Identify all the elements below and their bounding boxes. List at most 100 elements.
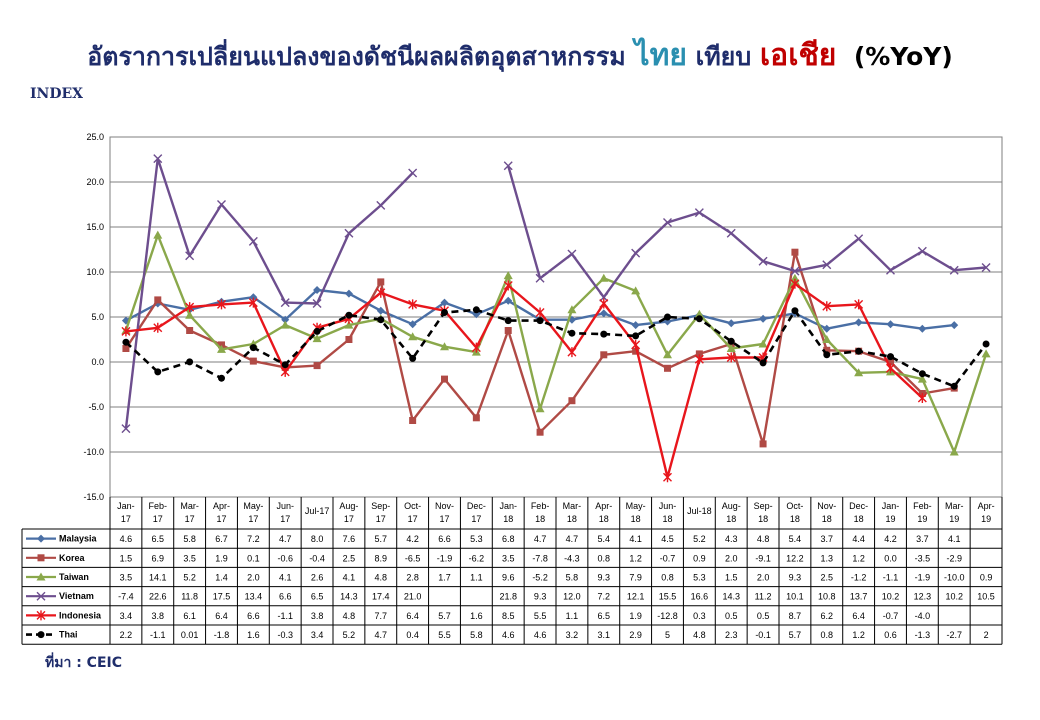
table-cell-malaysia: 4.1 (948, 534, 961, 544)
data-point-taiwan (726, 344, 736, 352)
data-point-taiwan (949, 447, 959, 456)
data-point-korea (887, 358, 894, 366)
table-cell-thai: 5.5 (438, 630, 451, 640)
table-cell-korea: 0.1 (247, 553, 260, 563)
table-cell-taiwan: 2.8 (406, 573, 419, 583)
data-point-korea (345, 336, 353, 343)
table-cell-korea: 2.0 (725, 553, 738, 563)
y-tick-label: -15.0 (83, 492, 104, 502)
data-point-korea (186, 327, 194, 334)
table-cell-malaysia: 4.6 (120, 534, 133, 544)
table-cell-thai: -1.8 (214, 630, 230, 640)
table-cell-taiwan: 2.0 (247, 573, 260, 583)
table-cell-taiwan: 2.6 (311, 573, 324, 583)
data-point-vietnam (567, 249, 577, 259)
y-tick-label: 20.0 (86, 177, 104, 187)
x-category-label: 17 (248, 514, 258, 524)
x-category-label: Sep- (371, 501, 390, 511)
table-cell-taiwan: 5.8 (566, 573, 579, 583)
x-category-label: 19 (981, 514, 991, 524)
data-point-vietnam (248, 236, 258, 246)
table-cell-malaysia: 7.2 (247, 534, 260, 544)
table-cell-malaysia: 4.2 (406, 534, 419, 544)
data-point-thai (695, 315, 703, 323)
table-cell-korea: 6.9 (152, 553, 165, 563)
x-category-label: Mar- (180, 501, 199, 511)
data-point-thai (536, 317, 544, 325)
table-cell-korea: 8.9 (375, 553, 388, 563)
table-cell-korea: 1.5 (120, 553, 133, 563)
table-cell-korea: -3.5 (915, 553, 931, 563)
data-point-malaysia (727, 319, 736, 328)
table-cell-malaysia: 5.7 (375, 534, 388, 544)
table-cell-korea: -0.6 (277, 553, 293, 563)
x-category-label: 18 (662, 514, 672, 524)
table-cell-thai: 3.4 (311, 630, 324, 640)
table-cell-korea: -0.7 (660, 553, 676, 563)
table-cell-thai: 2.9 (629, 630, 642, 640)
table-cell-taiwan: 2.5 (821, 573, 834, 583)
title-thai: ไทย (634, 38, 687, 73)
table-cell-korea: -1.9 (437, 553, 453, 563)
table-cell-vietnam: 13.4 (245, 592, 263, 602)
x-category-label: Nov- (817, 501, 836, 511)
data-point-thai (441, 309, 448, 316)
data-point-vietnam (694, 208, 704, 218)
table-cell-indonesia: 6.4 (852, 611, 865, 621)
table-cell-thai: 2 (984, 630, 989, 640)
data-point-malaysia (759, 314, 768, 323)
data-point-vietnam (631, 248, 641, 258)
data-point-taiwan (917, 374, 927, 383)
table-cell-taiwan: 9.6 (502, 573, 515, 583)
table-cell-vietnam: 17.4 (372, 592, 390, 602)
x-category-label: Jan- (882, 501, 900, 511)
table-cell-vietnam: 10.2 (945, 592, 963, 602)
table-cell-malaysia: 5.2 (693, 534, 706, 544)
data-point-malaysia (631, 321, 640, 330)
x-category-label: May- (626, 501, 646, 511)
table-cell-taiwan: 9.3 (789, 573, 802, 583)
data-point-thai (186, 358, 194, 366)
x-category-label: Mar- (945, 501, 964, 511)
data-point-thai (664, 313, 671, 321)
table-cell-thai: 1.6 (247, 630, 260, 640)
table-cell-thai: -2.7 (946, 630, 962, 640)
data-point-taiwan (440, 342, 449, 351)
legend-marker-vietnam (36, 591, 46, 601)
table-cell-korea: -6.5 (405, 553, 421, 563)
table-cell-malaysia: 8.0 (311, 534, 324, 544)
data-point-taiwan (185, 310, 195, 319)
table-cell-taiwan: 14.1 (149, 573, 167, 583)
x-category-label: Apr- (213, 501, 230, 511)
data-point-indonesia (631, 339, 641, 350)
table-cell-malaysia: 5.4 (598, 534, 611, 544)
data-point-vietnam (663, 218, 672, 227)
legend-marker-indonesia (36, 610, 46, 621)
x-category-label: Apr- (595, 501, 612, 511)
table-cell-indonesia: 1.1 (566, 611, 579, 621)
table-cell-indonesia: -1.1 (277, 611, 293, 621)
table-cell-vietnam: 16.6 (691, 592, 709, 602)
x-category-label: 18 (854, 514, 864, 524)
x-category-label: 18 (631, 514, 641, 524)
legend-marker-thai (37, 631, 45, 639)
data-point-malaysia (249, 293, 258, 302)
data-point-thai (855, 347, 863, 355)
data-point-indonesia (217, 299, 226, 310)
table-cell-taiwan: 0.8 (661, 573, 674, 583)
data-point-korea (313, 362, 321, 370)
y-axis-unit-label: INDEX (30, 86, 84, 102)
table-cell-korea: -0.4 (309, 553, 325, 563)
data-point-korea (154, 296, 162, 304)
x-category-label: Jun- (659, 501, 677, 511)
table-cell-vietnam: 11.2 (755, 592, 772, 602)
data-point-indonesia (726, 352, 736, 363)
x-category-label: 18 (567, 514, 577, 524)
table-cell-malaysia: 6.5 (152, 534, 165, 544)
data-point-taiwan (312, 334, 322, 343)
table-cell-korea: 1.3 (821, 553, 834, 563)
table-cell-indonesia: 0.5 (757, 611, 770, 621)
x-category-label: 18 (503, 514, 513, 524)
x-category-label: Nov- (435, 501, 454, 511)
data-point-taiwan (854, 368, 864, 377)
